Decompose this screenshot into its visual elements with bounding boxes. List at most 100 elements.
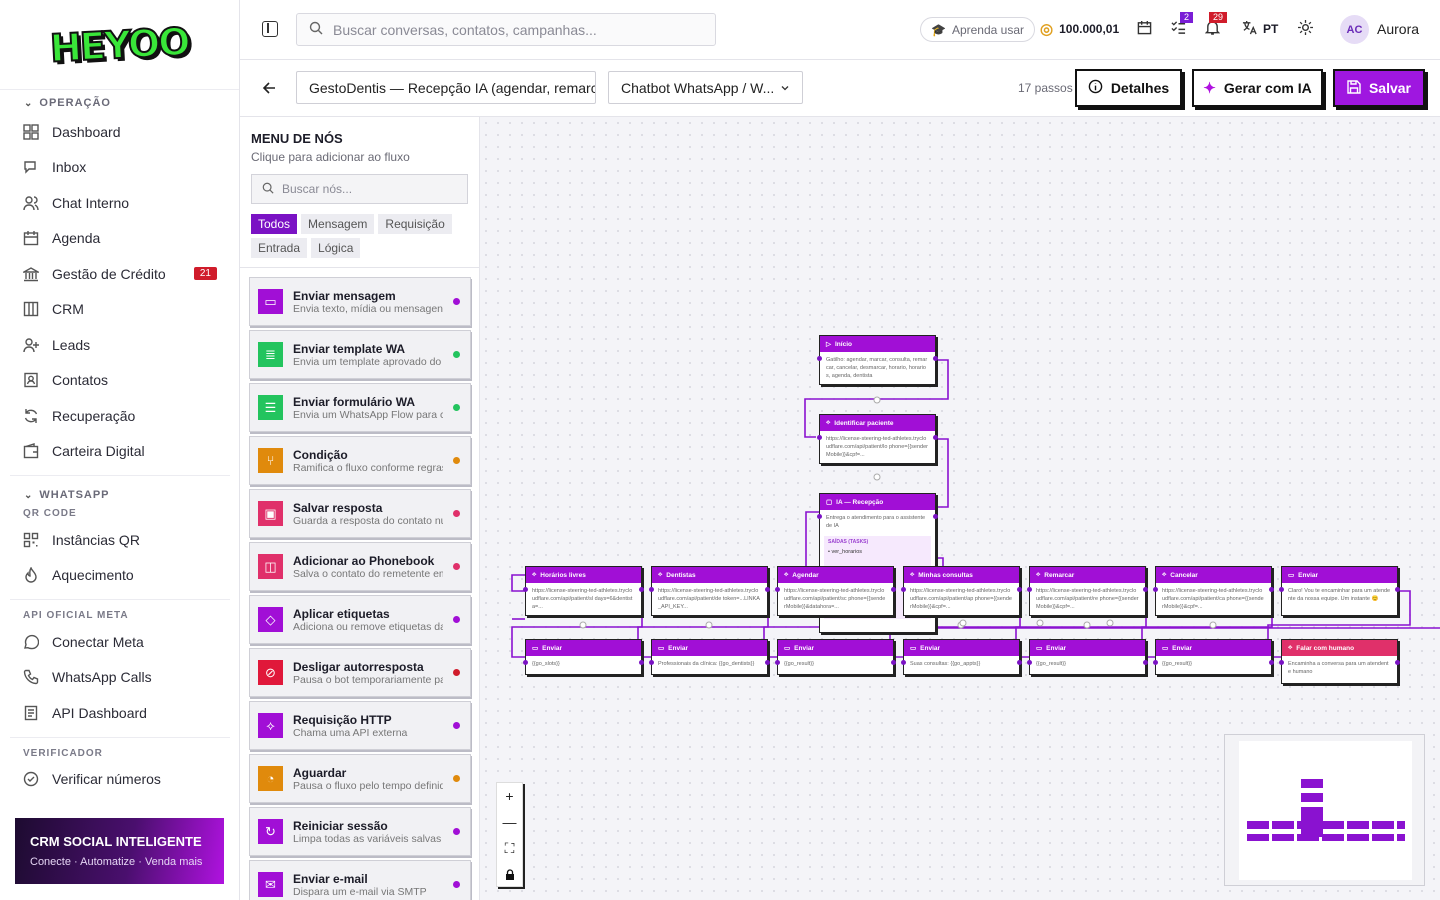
- flow-node-inicio[interactable]: ▷ Início Gatilho: agendar, marcar, consul…: [817, 335, 938, 385]
- sidebar-item-aquecimento[interactable]: Aquecimento: [0, 558, 240, 594]
- node-type-item[interactable]: ✉ Enviar e-mail Dispara um e-mail via SM…: [249, 860, 471, 900]
- tasks-icon[interactable]: [1171, 20, 1186, 40]
- section-operacao[interactable]: ⌄ OPERAÇÃO: [0, 92, 240, 114]
- filter-todos[interactable]: Todos: [251, 214, 298, 234]
- node-type-item[interactable]: ≣ Enviar template WA Envia um template a…: [249, 330, 471, 379]
- node-output-port[interactable]: [1017, 660, 1022, 665]
- sidebar-item-contatos[interactable]: Contatos: [0, 363, 240, 399]
- edge-handle[interactable]: [959, 619, 967, 627]
- learn-button[interactable]: 🎓 Aprenda usar: [920, 17, 1035, 42]
- node-output-port[interactable]: [1395, 660, 1400, 665]
- fit-view-icon[interactable]: ⛶: [504, 839, 515, 856]
- flow-node-e4[interactable]: ▭ Enviar Suas consultas: {{go_appts}}: [901, 639, 1022, 675]
- global-search-input[interactable]: Buscar conversas, contatos, campanhas...: [296, 13, 716, 46]
- credits-display[interactable]: ◎ 100.000,01: [1040, 20, 1119, 38]
- sidebar-item-agenda[interactable]: Agenda: [0, 221, 240, 257]
- flow-node-e1[interactable]: ▭ Enviar {{go_slots}}: [523, 639, 644, 675]
- promo-banner[interactable]: CRM SOCIAL INTELIGENTE Conecte · Automat…: [15, 818, 224, 884]
- node-type-item[interactable]: ◫ Adicionar ao Phonebook Salva o contato…: [249, 542, 471, 591]
- node-output-port[interactable]: [891, 587, 896, 592]
- node-input-port[interactable]: [1279, 660, 1284, 665]
- flow-node-a[interactable]: ⟡ Agendar https://license-steering-ted-at…: [775, 566, 896, 616]
- flow-node-e6[interactable]: ▭ Enviar {{go_result}}: [1153, 639, 1274, 675]
- node-input-port[interactable]: [523, 587, 528, 592]
- node-output-port[interactable]: [891, 660, 896, 665]
- bell-icon[interactable]: [1204, 20, 1221, 40]
- node-output-port[interactable]: [1143, 660, 1148, 665]
- flow-node-e3[interactable]: ▭ Enviar {{go_result}}: [775, 639, 896, 675]
- node-output-port[interactable]: [1395, 587, 1400, 592]
- flow-node-e5[interactable]: ▭ Enviar {{go_result}}: [1027, 639, 1148, 675]
- node-type-item[interactable]: ⟡ Requisição HTTP Chama uma API externa: [249, 701, 471, 750]
- flow-node-hum[interactable]: ⟡ Falar com humano Encaminha a conversa p…: [1279, 639, 1400, 684]
- sidebar-item-recuperacao[interactable]: Recuperação: [0, 398, 240, 434]
- node-input-port[interactable]: [649, 660, 654, 665]
- flow-node-h[interactable]: ⟡ Horários livres https://license-steerin…: [523, 566, 644, 616]
- edge-handle[interactable]: [873, 473, 881, 481]
- flow-node-e2[interactable]: ▭ Enviar Professionais da clínica: {{go_d…: [649, 639, 770, 675]
- filter-entrada[interactable]: Entrada: [251, 238, 308, 258]
- sidebar-item-crm[interactable]: CRM: [0, 292, 240, 328]
- brand-logo[interactable]: HEYOO: [48, 18, 191, 71]
- flow-node-c[interactable]: ⟡ Cancelar https://license-steering-ted-a…: [1153, 566, 1274, 616]
- sidebar-item-carteira[interactable]: Carteira Digital: [0, 434, 240, 470]
- node-output-port[interactable]: [1269, 587, 1274, 592]
- flow-type-select[interactable]: Chatbot WhatsApp / W...: [608, 71, 803, 104]
- zoom-out-icon[interactable]: —: [502, 814, 517, 830]
- details-button[interactable]: Detalhes: [1075, 69, 1182, 107]
- node-output-port[interactable]: [1143, 587, 1148, 592]
- node-output-port[interactable]: [933, 435, 938, 440]
- node-input-port[interactable]: [1027, 587, 1032, 592]
- generate-ai-button[interactable]: ✦ Gerar com IA: [1192, 69, 1323, 107]
- edge-handle[interactable]: [1083, 621, 1091, 629]
- calendar-icon[interactable]: [1137, 20, 1152, 40]
- node-input-port[interactable]: [817, 514, 822, 519]
- node-type-item[interactable]: ▣ Salvar resposta Guarda a resposta do c…: [249, 489, 471, 538]
- sidebar-toggle-icon[interactable]: [262, 21, 278, 37]
- node-output-port[interactable]: [765, 660, 770, 665]
- filter-logica[interactable]: Lógica: [311, 238, 361, 258]
- node-type-item[interactable]: ◔ Aguardar Pausa o fluxo pelo tempo defi…: [249, 754, 471, 803]
- sun-icon[interactable]: [1298, 20, 1313, 40]
- flow-node-r[interactable]: ⟡ Remarcar https://license-steering-ted-a…: [1027, 566, 1148, 616]
- edge-handle[interactable]: [1106, 619, 1114, 627]
- node-output-port[interactable]: [765, 587, 770, 592]
- zoom-in-icon[interactable]: +: [505, 788, 514, 804]
- sidebar-item-inbox[interactable]: Inbox: [0, 150, 240, 186]
- node-search-input[interactable]: Buscar nós...: [251, 174, 468, 204]
- edge-handle[interactable]: [579, 621, 587, 629]
- node-output-port[interactable]: [933, 356, 938, 361]
- node-input-port[interactable]: [901, 587, 906, 592]
- user-name[interactable]: Aurora: [1377, 21, 1420, 37]
- edge-handle[interactable]: [705, 621, 713, 629]
- edge-handle[interactable]: [1036, 619, 1044, 627]
- node-type-item[interactable]: ⊘ Desligar autorresposta Pausa o bot tem…: [249, 648, 471, 697]
- language-selector[interactable]: PT: [1242, 20, 1278, 38]
- sidebar-item-whatsapp-calls[interactable]: WhatsApp Calls: [0, 660, 240, 696]
- node-type-item[interactable]: ↻ Reiniciar sessão Limpa todas as variáv…: [249, 807, 471, 856]
- sidebar-item-verificar-numeros[interactable]: Verificar números: [0, 762, 240, 798]
- flow-node-d[interactable]: ⟡ Dentistas https://license-steering-ted-…: [649, 566, 770, 616]
- node-input-port[interactable]: [775, 587, 780, 592]
- node-output-port[interactable]: [1017, 587, 1022, 592]
- flow-node-ident[interactable]: ⟡ Identificar paciente https://license-st…: [817, 414, 938, 464]
- node-type-item[interactable]: ▭ Enviar mensagem Envia texto, mídia ou …: [249, 277, 471, 326]
- node-output-port[interactable]: [639, 660, 644, 665]
- sidebar-item-conectar-meta[interactable]: Conectar Meta: [0, 624, 240, 660]
- filter-mensagem[interactable]: Mensagem: [301, 214, 375, 234]
- avatar[interactable]: AC: [1340, 15, 1369, 44]
- sidebar-item-api-dashboard[interactable]: API Dashboard: [0, 695, 240, 731]
- node-input-port[interactable]: [901, 660, 906, 665]
- output-task[interactable]: • ver_horarios: [828, 549, 863, 555]
- back-arrow-icon[interactable]: [262, 79, 276, 100]
- minimap[interactable]: [1224, 734, 1425, 886]
- node-output-port[interactable]: [933, 514, 938, 519]
- lock-icon[interactable]: [497, 861, 522, 887]
- node-input-port[interactable]: [1027, 660, 1032, 665]
- node-type-item[interactable]: ⑂ Condição Ramifica o fluxo conforme reg…: [249, 436, 471, 485]
- node-input-port[interactable]: [1153, 660, 1158, 665]
- section-whatsapp[interactable]: ⌄ WHATSAPP: [0, 484, 240, 506]
- sidebar-item-instancias-qr[interactable]: Instâncias QR: [0, 522, 240, 558]
- node-type-item[interactable]: ☰ Enviar formulário WA Envia um WhatsApp…: [249, 383, 471, 432]
- node-output-port[interactable]: [1269, 660, 1274, 665]
